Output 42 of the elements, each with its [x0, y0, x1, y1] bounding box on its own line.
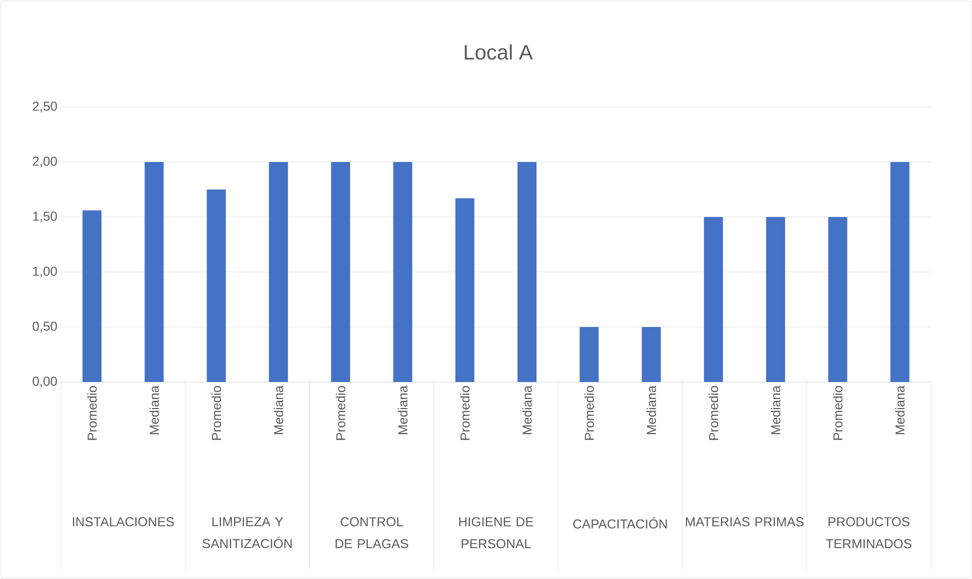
- bar: [828, 216, 848, 382]
- text: INSTALACIONES: [72, 517, 174, 526]
- y-tick-label: 2,00: [32, 156, 57, 168]
- x-tick-label: Mediana: [149, 386, 159, 434]
- bar: [331, 162, 350, 382]
- bar: [518, 162, 537, 382]
- bar: [206, 189, 226, 382]
- text: PRODUCTOS TERMINADOS: [826, 517, 912, 548]
- y-tick-label: 1,00: [33, 266, 57, 278]
- bar: [82, 210, 102, 382]
- x-tick-label: Promedio: [708, 386, 718, 440]
- text: LIMPIEZA Y SANITIZACIÓN: [202, 517, 292, 548]
- y-tick-label: 1,50: [33, 212, 57, 222]
- x-tick-label: Mediana: [522, 386, 532, 434]
- chart-title: Local A: [464, 44, 533, 60]
- x-tick-label: Promedio: [336, 386, 346, 440]
- bar: [890, 162, 910, 382]
- bar: [268, 162, 288, 382]
- bar: [144, 162, 164, 382]
- text: CONTROL DE PLAGAS: [336, 517, 408, 548]
- x-tick-label: Mediana: [895, 386, 905, 434]
- x-tick-label: Promedio: [832, 386, 842, 440]
- x-tick-label: Mediana: [274, 386, 284, 434]
- bar: [766, 216, 786, 382]
- y-tick-label: 0,50: [32, 322, 57, 332]
- x-tick-label: Mediana: [398, 386, 408, 434]
- y-tick-label: 0,00: [32, 376, 57, 388]
- bar: [393, 162, 412, 382]
- bar: [704, 216, 723, 382]
- bar: [455, 198, 474, 382]
- text: CAPACITACIÓN: [573, 517, 667, 529]
- text: HIGIENE DE PERSONAL: [459, 517, 534, 548]
- x-tick-label: Promedio: [460, 386, 470, 440]
- x-tick-label: Promedio: [584, 386, 594, 440]
- bar: [580, 326, 599, 382]
- y-tick-label: 2,50: [32, 102, 57, 112]
- x-tick-label: Mediana: [646, 386, 656, 434]
- text: MATERIAS PRIMAS: [686, 517, 804, 526]
- bar: [642, 326, 661, 382]
- x-tick-label: Mediana: [770, 386, 780, 434]
- x-tick-label: Promedio: [212, 386, 222, 440]
- x-tick-label: Promedio: [87, 386, 97, 440]
